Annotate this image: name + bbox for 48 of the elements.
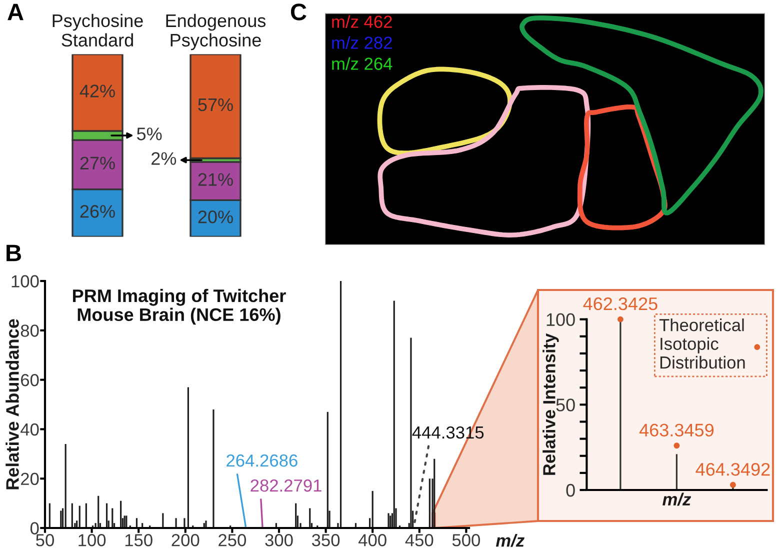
- text: 264.2686: [226, 454, 298, 467]
- y-tick-label: 0: [30, 522, 39, 534]
- y-tick-label: 60: [21, 374, 39, 386]
- data-label: 42%: [80, 84, 115, 98]
- x-axis-title: m/z: [662, 492, 692, 506]
- data-label: 5%: [137, 128, 162, 140]
- data-label: 27%: [80, 156, 115, 170]
- text: C: [290, 4, 306, 20]
- data-label: 2%: [152, 152, 176, 165]
- x-tick-label: 464.3492: [696, 462, 770, 476]
- x-tick-label: 462.3425: [583, 297, 658, 310]
- y-tick-label: 100: [546, 313, 575, 326]
- x-tick-label: 150: [125, 534, 152, 546]
- y-axis-title: Relative Abundance: [6, 319, 19, 490]
- text: A: [8, 4, 24, 20]
- point: [730, 482, 736, 488]
- x-tick-label: 300: [265, 534, 293, 546]
- x-tick-label: 500: [452, 534, 480, 546]
- x-tick-label: 450: [405, 534, 434, 546]
- data-label: 26%: [80, 205, 115, 218]
- x-tick-label: 400: [358, 534, 386, 546]
- point: [674, 442, 680, 449]
- x-tick-label: 100: [78, 534, 106, 546]
- data-label: 21%: [198, 173, 233, 186]
- category-label: m/z 282: [332, 36, 392, 49]
- category-label: m/z 264: [332, 57, 392, 70]
- x-tick-label: 463.3459: [639, 424, 714, 436]
- bar: [190, 54, 242, 160]
- legend-label: Theoretical Isotopic Distribution: [659, 318, 745, 369]
- data-label: 20%: [198, 210, 233, 224]
- x-tick-label: 50: [36, 534, 54, 546]
- y-tick-label: 20: [21, 472, 39, 486]
- x-tick-label: 350: [312, 534, 340, 546]
- category-label: m/z 462: [332, 15, 392, 28]
- point: [618, 316, 624, 322]
- data-label: 57%: [198, 98, 233, 112]
- x-tick-label: Endogenous Psychosine: [166, 14, 266, 50]
- y-tick-label: 0: [566, 484, 575, 497]
- text: 282.2791: [250, 479, 322, 492]
- text: PRM Imaging of Twitcher Mouse Brain (NCE 16%): [73, 288, 286, 325]
- x-tick-label: 200: [172, 534, 200, 546]
- x-axis-title: m/z: [496, 534, 524, 547]
- text: B: [6, 244, 21, 262]
- y-tick-label: 100: [12, 275, 39, 288]
- y-tick-label: 80: [20, 324, 39, 337]
- x-tick-label: Psychosine Standard: [52, 14, 143, 47]
- y-tick-label: 40: [20, 423, 39, 436]
- x-tick-label: 250: [218, 534, 246, 546]
